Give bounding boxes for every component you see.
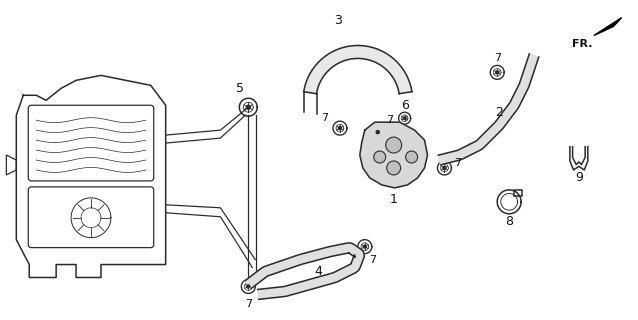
Text: 7: 7: [369, 255, 376, 265]
Circle shape: [247, 285, 250, 288]
Polygon shape: [594, 18, 621, 36]
Polygon shape: [360, 122, 427, 188]
Text: 6: 6: [401, 99, 408, 112]
Circle shape: [386, 137, 402, 153]
Text: 7: 7: [454, 158, 461, 168]
Circle shape: [246, 105, 250, 109]
Text: FR.: FR.: [572, 38, 593, 49]
Text: 8: 8: [505, 215, 513, 228]
Polygon shape: [438, 54, 538, 165]
Text: 3: 3: [334, 14, 342, 27]
Text: 5: 5: [236, 82, 244, 95]
Text: 4: 4: [314, 265, 322, 278]
Bar: [514, 190, 521, 196]
Text: 7: 7: [494, 53, 501, 63]
Circle shape: [387, 161, 401, 175]
Polygon shape: [304, 45, 412, 94]
Text: 7: 7: [386, 115, 393, 125]
Circle shape: [363, 245, 366, 248]
Circle shape: [338, 127, 341, 130]
Circle shape: [406, 151, 417, 163]
Circle shape: [443, 166, 446, 170]
Text: 2: 2: [495, 106, 503, 119]
Circle shape: [496, 71, 499, 74]
Text: 9: 9: [575, 172, 582, 184]
Text: 7: 7: [245, 300, 252, 309]
Circle shape: [376, 131, 379, 134]
Text: 1: 1: [390, 193, 397, 206]
Circle shape: [403, 117, 406, 119]
Text: 7: 7: [322, 113, 329, 123]
Circle shape: [374, 151, 386, 163]
Polygon shape: [245, 243, 364, 300]
